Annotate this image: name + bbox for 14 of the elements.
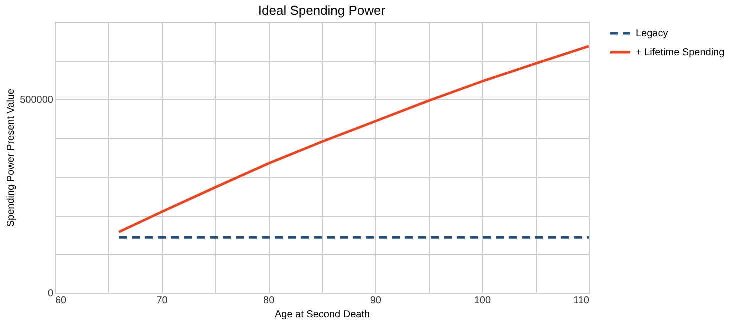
y-axis-title: Spending Power Present Value	[6, 88, 18, 228]
legend-label: Legacy	[636, 28, 668, 40]
x-tick-label: 80	[264, 296, 276, 306]
line-series	[118, 45, 590, 234]
x-axis-title: Age at Second Death	[274, 310, 370, 320]
y-tick-label: 500000	[20, 94, 54, 106]
chart-title: Ideal Spending Power	[258, 3, 386, 18]
x-tick-label: 110	[574, 296, 590, 306]
legend-label: + Lifetime Spending	[636, 48, 725, 58]
y-tick-label: 0	[48, 288, 54, 300]
x-tick-label: 60	[56, 296, 68, 306]
x-tick-label: 70	[156, 296, 168, 306]
x-tick-label: 100	[474, 296, 492, 306]
x-tick-label: 90	[370, 296, 382, 306]
